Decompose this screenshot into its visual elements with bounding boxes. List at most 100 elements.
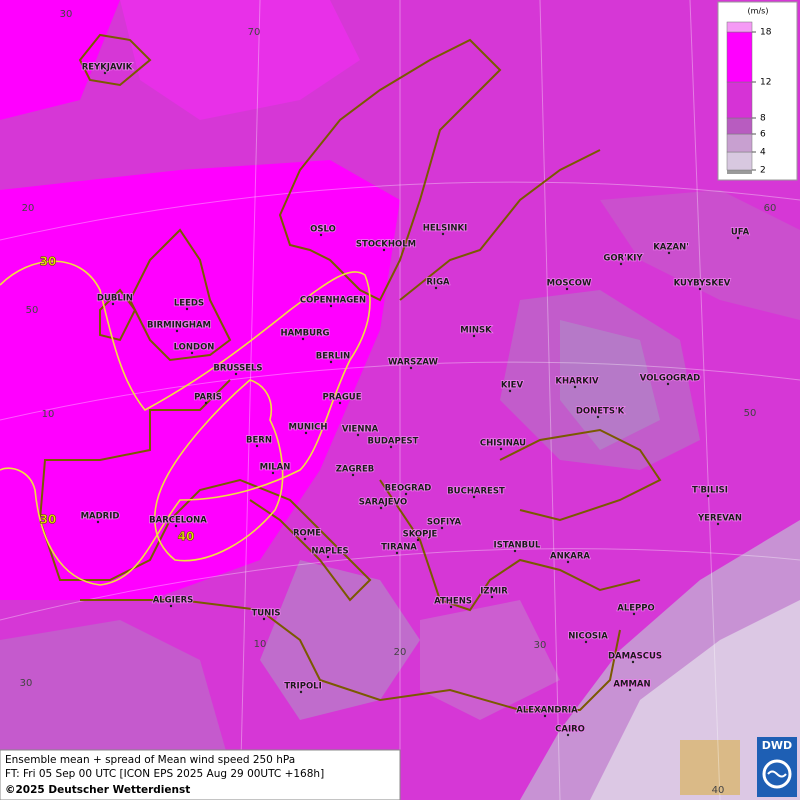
logo: DWD <box>757 737 797 797</box>
city-dot <box>449 605 453 609</box>
city-dot <box>389 445 393 449</box>
city-label: BERLIN <box>316 352 351 362</box>
contour-label: 40 <box>178 530 195 544</box>
city-dot <box>666 382 670 386</box>
city-label: DAMASCUS <box>608 652 662 662</box>
colorbar-band <box>726 133 753 153</box>
legend: (m/s) 2 4 6 8 12 18 <box>717 1 798 181</box>
city-label: ATHENS <box>434 597 472 607</box>
colorbar: 2 4 6 8 12 18 <box>726 21 772 176</box>
city-label: KAZAN' <box>653 243 689 253</box>
city-dot <box>103 71 107 75</box>
city-label: AMMAN <box>613 680 650 690</box>
city-dot <box>255 444 259 448</box>
contour-labels: 30 30 40 <box>39 254 195 544</box>
city-label: ROME <box>293 529 321 539</box>
city-dot <box>271 471 275 475</box>
city-dot <box>706 494 710 498</box>
city-label: MADRID <box>81 512 120 522</box>
colorbar-tick-label: 6 <box>760 130 766 140</box>
city-dot <box>204 401 208 405</box>
graticule-label: 70 <box>248 27 261 38</box>
graticule-label: 30 <box>60 9 73 20</box>
city-label: MUNICH <box>289 423 328 433</box>
city-dot <box>175 329 179 333</box>
city-label: NAPLES <box>311 547 348 557</box>
city-dot <box>338 401 342 405</box>
city-label: DUBLIN <box>97 294 133 304</box>
city-dot <box>326 555 330 559</box>
city-label: STOCKHOLM <box>356 240 416 250</box>
city-label: MILAN <box>260 463 291 473</box>
colorbar-tick-label: 2 <box>760 166 766 176</box>
city-label: LEEDS <box>174 299 204 309</box>
city-dot <box>169 604 173 608</box>
city-dot <box>262 617 266 621</box>
city-dot <box>319 233 323 237</box>
city-dot <box>379 506 383 510</box>
city-label: COPENHAGEN <box>300 296 366 306</box>
city-dot <box>508 389 512 393</box>
graticule-label: 30 <box>20 678 33 689</box>
contours <box>0 260 371 586</box>
city-dot <box>299 690 303 694</box>
city-label: ALGIERS <box>153 596 194 606</box>
city-label: GOR'KIY <box>603 254 643 264</box>
city-dot <box>490 595 494 599</box>
colorbar-tick-label: 8 <box>760 114 766 124</box>
colorbar-band <box>726 81 753 119</box>
city-dot <box>472 495 476 499</box>
city-label: HAMBURG <box>280 329 329 339</box>
city-dot <box>499 447 503 451</box>
city-label: CAIRO <box>555 725 585 735</box>
city-label: BRUSSELS <box>213 364 262 374</box>
city-dot <box>190 351 194 355</box>
colorbar-band <box>726 117 753 135</box>
colorbar-tick-label: 18 <box>760 28 772 38</box>
city-dot <box>573 385 577 389</box>
city-label: BARCELONA <box>149 516 207 526</box>
city-dot <box>716 522 720 526</box>
city-dot <box>631 660 635 664</box>
city-label: BUDAPEST <box>368 437 419 447</box>
graticule-label: 10 <box>254 639 267 650</box>
city-label: LONDON <box>174 343 215 353</box>
city-dot <box>303 537 307 541</box>
colorbar-tick-label: 12 <box>760 78 771 88</box>
city-label: ISTANBUL <box>494 541 541 551</box>
city-label: REYKJAVIK <box>82 63 133 73</box>
city-dot <box>416 538 420 542</box>
city-dot <box>409 366 413 370</box>
city-label: T'BILISI <box>692 486 728 496</box>
city-label: VOLGOGRAD <box>640 374 700 384</box>
city-dot <box>329 360 333 364</box>
graticule-label: 50 <box>26 305 39 316</box>
caption-line: Ensemble mean + spread of Mean wind spee… <box>5 754 295 766</box>
city-label: PARIS <box>194 393 222 403</box>
city-dot <box>185 307 189 311</box>
city-dot <box>736 236 740 240</box>
contour-label: 30 <box>40 255 57 269</box>
city-dot <box>382 248 386 252</box>
city-label: UFA <box>731 228 750 238</box>
colorbar-band <box>726 21 753 33</box>
graticule-label: 20 <box>394 647 407 658</box>
city-label: RIGA <box>426 278 450 288</box>
city-label: ALEXANDRIA <box>516 706 578 716</box>
city-label: PRAGUE <box>322 393 361 403</box>
city-label: NICOSIA <box>568 632 608 642</box>
city-labels: REYKJAVIK OSLO STOCKHOLM HELSINKI DUBLIN LEED… <box>80 62 750 737</box>
colorbar-band <box>726 151 753 171</box>
city-dot <box>440 526 444 530</box>
city-dot <box>619 262 623 266</box>
city-label: KUYBYSKEV <box>674 279 731 289</box>
city-label: KIEV <box>501 381 524 391</box>
city-dot <box>565 287 569 291</box>
city-dot <box>304 431 308 435</box>
city-label: TRIPOLI <box>284 682 322 692</box>
city-dot <box>351 473 355 477</box>
legend-unit: (m/s) <box>748 7 769 16</box>
city-dot <box>566 733 570 737</box>
